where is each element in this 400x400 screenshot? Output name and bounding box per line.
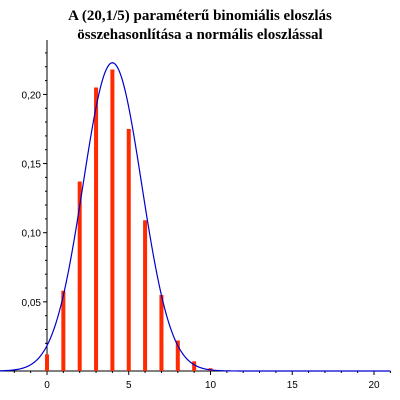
bar [61,290,66,371]
bar [192,361,197,371]
bar [110,69,115,372]
y-tick-label: 0,05 [22,298,42,309]
x-tick-label: 20 [368,380,380,391]
x-tick-label: 10 [205,380,217,391]
bar [175,340,180,371]
chart-title: A (20,1/5) paraméterű binomiális eloszlá… [68,8,332,43]
x-tick-label: 0 [44,380,50,391]
bar [45,354,49,371]
y-tick-label: 0,20 [22,90,42,101]
bar [77,181,82,371]
y-tick-label: 0,10 [22,229,42,240]
y-tick-label: 0,15 [22,160,42,171]
normal-curve-line [0,62,391,372]
bar [159,294,164,371]
chart-title-line-1: A (20,1/5) paraméterű binomiális eloszlá… [68,8,332,24]
x-tick-label: 15 [287,380,299,391]
bar [126,128,131,371]
x-tick-label: 5 [126,380,132,391]
bar [94,87,99,371]
plot-area: 0 5 10 15 20 0,05 0,10 0,15 0,20 [0,40,391,391]
bar [143,220,148,371]
chart-title-line-2: összehasonlítása a normális eloszlással [77,27,322,43]
